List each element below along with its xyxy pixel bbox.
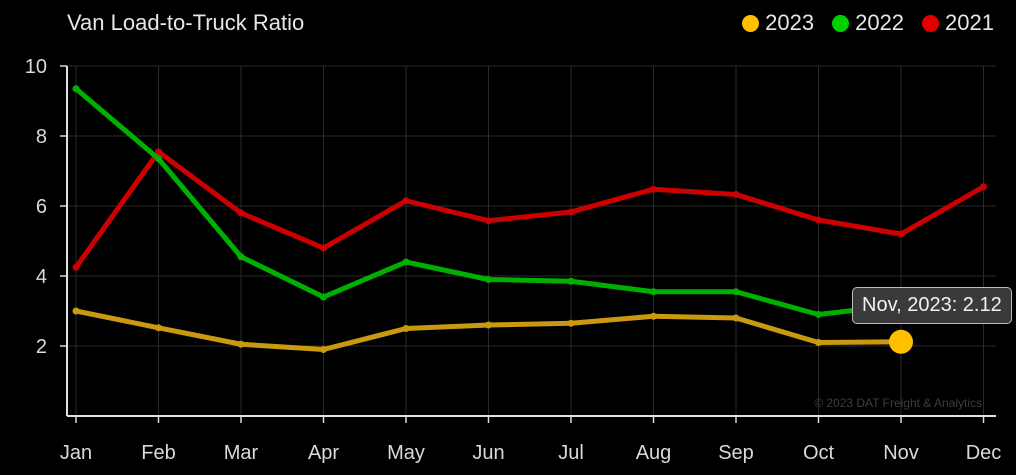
data-point-2022-May bbox=[402, 258, 410, 266]
data-point-2023-May bbox=[402, 325, 410, 332]
legend-label-2023: 2023 bbox=[765, 10, 815, 35]
x-tick-label-Mar: Mar bbox=[224, 442, 259, 464]
data-point-2023-Apr bbox=[320, 346, 327, 353]
legend-label-2021: 2021 bbox=[945, 10, 994, 35]
x-tick-label-Oct: Oct bbox=[803, 442, 835, 464]
data-point-2023-Jun bbox=[485, 321, 492, 329]
legend-swatch-2021 bbox=[922, 14, 940, 32]
x-tick-label-Nov: Nov bbox=[883, 442, 919, 464]
legend: 2023 2022 2021 bbox=[742, 10, 994, 36]
legend-item-2023[interactable]: 2023 bbox=[742, 10, 814, 36]
data-point-2021-Feb bbox=[155, 148, 162, 156]
series-line-2022 bbox=[73, 86, 986, 317]
data-point-2021-Apr bbox=[320, 244, 327, 252]
legend-item-2021[interactable]: 2021 bbox=[922, 10, 994, 36]
data-point-2022-Jun bbox=[485, 276, 492, 283]
series-lines bbox=[72, 85, 987, 354]
x-tick-label-Dec: Dec bbox=[966, 442, 1002, 464]
data-point-2022-Aug bbox=[650, 288, 657, 296]
x-tick-label-Apr: Apr bbox=[308, 442, 339, 464]
data-point-2023-Feb bbox=[155, 324, 162, 332]
x-tick-label-Jun: Jun bbox=[472, 442, 504, 464]
data-point-2021-Sep bbox=[732, 190, 740, 198]
y-tick-label-10: 10 bbox=[25, 56, 47, 78]
data-point-2022-Mar bbox=[237, 253, 245, 261]
x-tick-label-Feb: Feb bbox=[141, 442, 175, 464]
data-point-2021-Jun bbox=[485, 217, 492, 225]
data-point-2022-Sep bbox=[732, 288, 740, 296]
data-point-2021-Dec bbox=[980, 183, 987, 191]
x-tick-label-Sep: Sep bbox=[718, 442, 754, 464]
data-point-2022-Feb bbox=[155, 155, 162, 163]
x-tick-label-Jul: Jul bbox=[558, 442, 584, 464]
x-tick-label-Jan: Jan bbox=[60, 442, 92, 464]
data-point-2021-Jul bbox=[567, 208, 575, 216]
y-tick-label-4: 4 bbox=[36, 266, 47, 288]
data-point-2023-Jan bbox=[72, 307, 80, 315]
series-line-2021 bbox=[73, 149, 986, 270]
data-point-2023-Sep bbox=[732, 314, 740, 322]
legend-label-2022: 2022 bbox=[855, 10, 905, 35]
legend-swatch-2023 bbox=[742, 14, 760, 32]
data-point-2023-Aug bbox=[650, 312, 657, 320]
data-point-2022-Apr bbox=[320, 293, 327, 301]
data-point-2021-Nov bbox=[897, 230, 905, 238]
tooltip: Nov, 2023: 2.12 bbox=[852, 286, 1012, 324]
grid bbox=[67, 65, 996, 416]
data-point-2021-Mar bbox=[237, 209, 245, 217]
axes bbox=[60, 65, 996, 423]
y-tick-label-8: 8 bbox=[36, 126, 47, 148]
tick-labels: 2 4 6 8 10 Jan Feb Mar Apr May Jun Jul Aug Sep Oct Nov D… bbox=[25, 56, 1002, 464]
data-point-2023-Jul bbox=[567, 319, 575, 327]
highlighted-point bbox=[889, 329, 913, 354]
x-tick-label-Aug: Aug bbox=[636, 442, 672, 464]
data-point-2022-Jul bbox=[567, 277, 575, 285]
data-point-2023-Oct bbox=[815, 339, 822, 346]
y-tick-label-2: 2 bbox=[36, 336, 47, 358]
data-point-2021-Oct bbox=[815, 216, 822, 224]
data-point-2022-Oct bbox=[815, 311, 822, 318]
data-point-2023-Mar bbox=[237, 340, 245, 348]
y-tick-label-6: 6 bbox=[36, 196, 47, 218]
copyright-text: © 2023 DAT Freight & Analytics bbox=[814, 396, 982, 410]
data-point-2022-Jan bbox=[72, 85, 80, 93]
x-tick-label-May: May bbox=[387, 442, 425, 464]
data-point-2021-May bbox=[402, 197, 410, 205]
data-point-2021-Aug bbox=[650, 185, 657, 193]
legend-item-2022[interactable]: 2022 bbox=[832, 10, 904, 36]
data-point-2021-Jan bbox=[72, 263, 80, 271]
chart-title: Van Load-to-Truck Ratio bbox=[67, 10, 305, 35]
legend-swatch-2022 bbox=[832, 14, 850, 32]
